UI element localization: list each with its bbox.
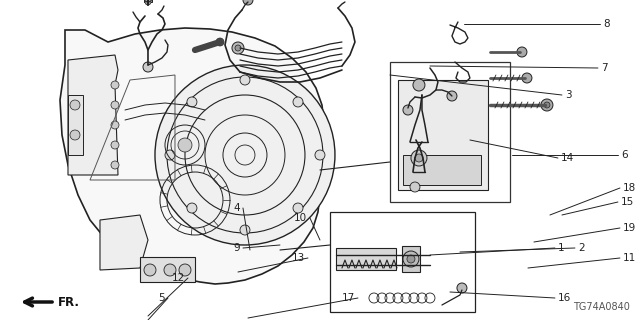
- Text: 9: 9: [234, 243, 240, 253]
- Circle shape: [235, 45, 241, 51]
- Text: 17: 17: [342, 293, 355, 303]
- Bar: [402, 246, 420, 272]
- Text: 1: 1: [558, 243, 564, 253]
- Circle shape: [541, 99, 553, 111]
- Text: 6: 6: [621, 150, 628, 160]
- Circle shape: [178, 138, 192, 152]
- Circle shape: [232, 42, 244, 54]
- Text: 13: 13: [292, 253, 305, 263]
- Circle shape: [111, 81, 119, 89]
- Text: 18: 18: [623, 183, 636, 193]
- Circle shape: [403, 105, 413, 115]
- Circle shape: [155, 65, 335, 245]
- Circle shape: [179, 264, 191, 276]
- Circle shape: [143, 62, 153, 72]
- Circle shape: [522, 73, 532, 83]
- Circle shape: [243, 0, 253, 5]
- Circle shape: [410, 182, 420, 192]
- Polygon shape: [60, 28, 324, 284]
- Text: 3: 3: [565, 90, 572, 100]
- Circle shape: [70, 130, 80, 140]
- Text: 2: 2: [578, 243, 584, 253]
- Circle shape: [407, 255, 415, 263]
- Circle shape: [544, 102, 550, 108]
- Text: 14: 14: [561, 153, 574, 163]
- Circle shape: [240, 225, 250, 235]
- Bar: [398, 80, 488, 190]
- Text: 7: 7: [601, 63, 607, 73]
- Circle shape: [145, 0, 151, 5]
- Bar: [140, 257, 195, 282]
- Bar: [336, 248, 396, 270]
- Bar: [403, 155, 481, 185]
- Text: 10: 10: [294, 213, 307, 223]
- Polygon shape: [100, 215, 148, 270]
- Circle shape: [187, 203, 197, 213]
- Text: 15: 15: [621, 197, 634, 207]
- Circle shape: [240, 75, 250, 85]
- Circle shape: [111, 141, 119, 149]
- Circle shape: [144, 0, 152, 2]
- Text: 16: 16: [558, 293, 571, 303]
- Circle shape: [315, 150, 325, 160]
- Bar: [330, 212, 475, 312]
- Circle shape: [164, 264, 176, 276]
- Circle shape: [517, 47, 527, 57]
- Circle shape: [111, 121, 119, 129]
- Circle shape: [111, 161, 119, 169]
- Bar: [390, 62, 510, 202]
- Polygon shape: [68, 55, 118, 175]
- Text: 4: 4: [234, 203, 240, 213]
- Circle shape: [216, 38, 224, 46]
- Circle shape: [403, 251, 419, 267]
- Text: TG74A0840: TG74A0840: [573, 302, 630, 312]
- Circle shape: [415, 154, 423, 162]
- Circle shape: [447, 91, 457, 101]
- Circle shape: [457, 283, 467, 293]
- Circle shape: [293, 203, 303, 213]
- Bar: [144, 0, 152, 2]
- Text: 5: 5: [158, 293, 165, 303]
- Text: 8: 8: [603, 19, 609, 29]
- Text: 19: 19: [623, 223, 636, 233]
- Circle shape: [70, 100, 80, 110]
- Circle shape: [111, 101, 119, 109]
- Circle shape: [144, 264, 156, 276]
- Text: 11: 11: [623, 253, 636, 263]
- Circle shape: [187, 97, 197, 107]
- Circle shape: [293, 97, 303, 107]
- Circle shape: [411, 150, 427, 166]
- Bar: [68, 95, 83, 155]
- Text: FR.: FR.: [58, 295, 80, 308]
- Circle shape: [413, 79, 425, 91]
- Circle shape: [165, 150, 175, 160]
- Text: 12: 12: [172, 273, 185, 283]
